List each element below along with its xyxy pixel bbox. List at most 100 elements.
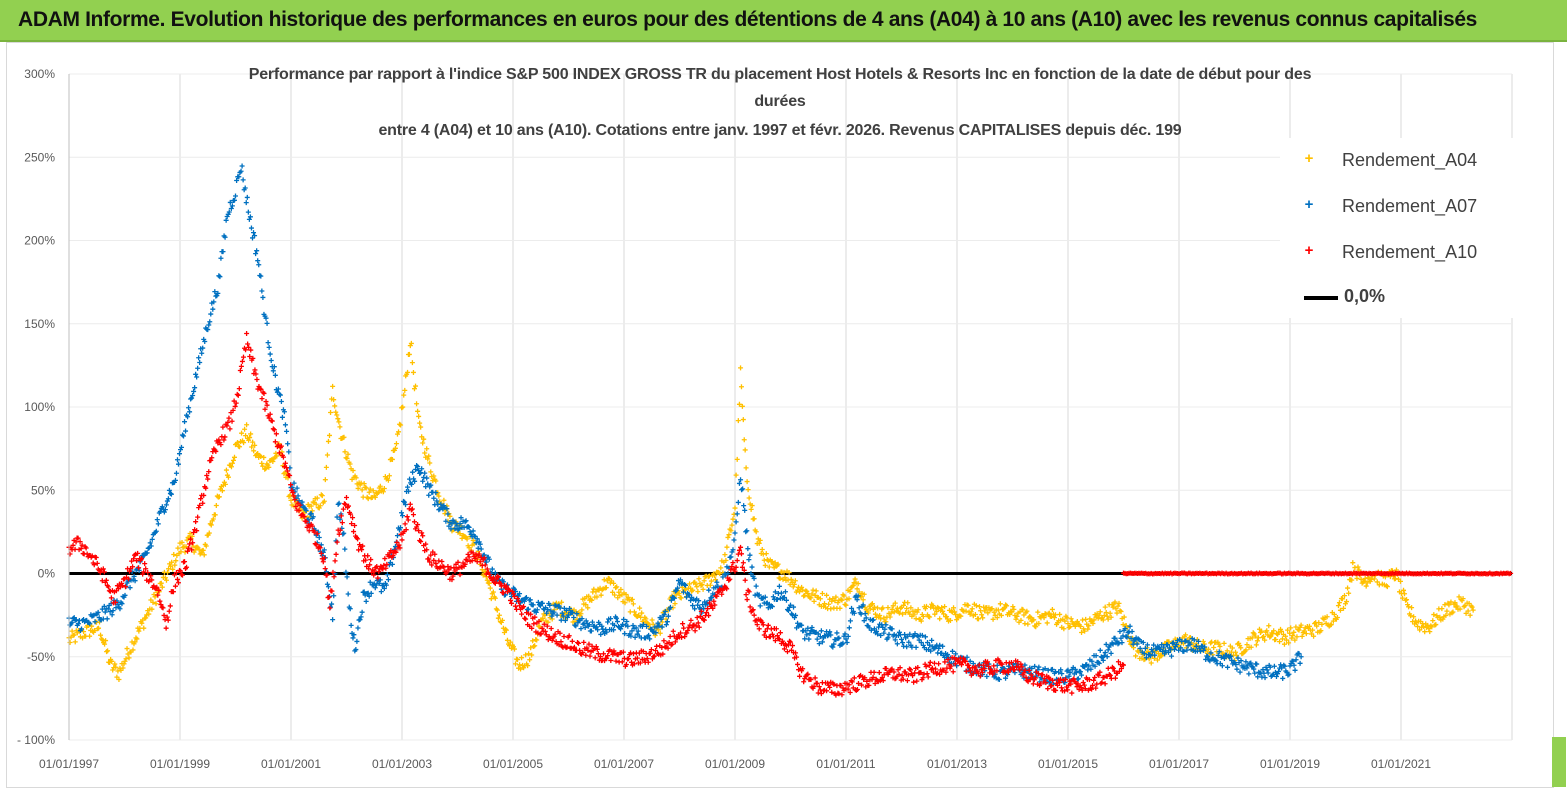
data-point-rendement-a10 — [1015, 659, 1021, 665]
data-point-rendement-a10 — [552, 631, 558, 637]
data-point-rendement-a07 — [855, 593, 861, 599]
data-point-rendement-a04 — [120, 665, 126, 671]
data-point-rendement-a07 — [1129, 629, 1135, 634]
data-point-rendement-a10 — [455, 559, 461, 565]
data-point-rendement-a10 — [1057, 676, 1063, 682]
data-point-rendement-a10 — [235, 392, 241, 398]
data-point-rendement-a07 — [1128, 635, 1134, 641]
data-point-rendement-a04 — [788, 576, 794, 582]
legend-line-zero — [1304, 296, 1338, 300]
data-point-rendement-a04 — [428, 469, 434, 475]
y-tick-label: 200% — [24, 234, 55, 248]
data-point-rendement-a07 — [945, 652, 951, 658]
data-point-rendement-a10 — [864, 678, 870, 684]
data-point-rendement-a07 — [1174, 642, 1180, 648]
data-point-rendement-a10 — [637, 660, 643, 666]
data-point-rendement-a04 — [1049, 606, 1055, 612]
data-point-rendement-a10 — [1090, 682, 1096, 688]
data-point-rendement-a10 — [795, 661, 801, 667]
data-point-rendement-a10 — [704, 610, 710, 616]
data-point-rendement-a04 — [1103, 610, 1109, 616]
data-point-rendement-a04 — [649, 617, 655, 623]
data-point-rendement-a04 — [1401, 587, 1407, 593]
data-point-rendement-a07 — [940, 643, 946, 649]
data-point-rendement-a07 — [353, 647, 359, 653]
data-point-rendement-a10 — [773, 626, 779, 632]
data-point-rendement-a10 — [234, 391, 240, 397]
data-point-rendement-a04 — [1350, 560, 1356, 566]
data-point-rendement-a07 — [1049, 666, 1055, 672]
data-point-rendement-a10 — [1079, 687, 1085, 693]
data-point-rendement-a10 — [182, 559, 188, 565]
data-point-rendement-a10 — [846, 682, 852, 688]
data-point-rendement-a10 — [849, 679, 855, 685]
data-point-rendement-a04 — [953, 612, 959, 618]
data-point-rendement-a10 — [544, 623, 550, 629]
data-point-rendement-a07 — [197, 359, 203, 365]
data-point-rendement-a07 — [389, 561, 395, 567]
data-point-rendement-a04 — [1116, 600, 1122, 606]
data-point-rendement-a07 — [316, 535, 322, 541]
data-point-rendement-a07 — [425, 481, 431, 487]
data-point-rendement-a04 — [890, 603, 896, 609]
data-point-rendement-a04 — [598, 592, 604, 598]
data-point-rendement-a04 — [1025, 621, 1031, 627]
data-point-rendement-a10 — [67, 551, 73, 557]
data-point-rendement-a04 — [71, 632, 77, 638]
data-point-rendement-a07 — [846, 625, 852, 631]
data-point-rendement-a10 — [416, 528, 422, 534]
data-point-rendement-a10 — [296, 507, 302, 513]
data-point-rendement-a04 — [1097, 609, 1103, 615]
data-point-rendement-a07 — [740, 486, 746, 492]
data-point-rendement-a04 — [839, 597, 845, 603]
data-point-rendement-a07 — [730, 547, 736, 553]
data-point-rendement-a07 — [212, 289, 218, 295]
data-point-rendement-a04 — [1360, 579, 1366, 585]
data-point-rendement-a10 — [492, 580, 498, 586]
data-point-rendement-a04 — [734, 456, 740, 462]
data-point-rendement-a10 — [613, 658, 619, 664]
data-point-rendement-a07 — [517, 591, 523, 597]
data-point-rendement-a10 — [206, 469, 212, 475]
data-point-rendement-a04 — [1291, 629, 1297, 635]
data-point-rendement-a07 — [270, 368, 276, 374]
data-point-rendement-a04 — [1271, 628, 1277, 634]
data-point-rendement-a04 — [896, 610, 902, 616]
data-point-rendement-a07 — [731, 537, 737, 543]
data-point-rendement-a07 — [260, 294, 266, 300]
data-point-rendement-a07 — [164, 498, 170, 504]
data-point-rendement-a04 — [593, 589, 599, 595]
data-point-rendement-a10 — [108, 595, 114, 601]
data-point-rendement-a07 — [661, 611, 667, 617]
data-point-rendement-a04 — [1277, 639, 1283, 645]
data-point-rendement-a10 — [355, 536, 361, 542]
data-point-rendement-a07 — [1168, 653, 1174, 659]
data-point-rendement-a04 — [643, 616, 649, 622]
data-point-rendement-a04 — [152, 594, 158, 600]
data-point-rendement-a04 — [130, 647, 136, 653]
data-point-rendement-a04 — [1077, 623, 1083, 629]
data-point-rendement-a07 — [366, 593, 372, 599]
data-point-rendement-a10 — [696, 624, 702, 630]
data-point-rendement-a04 — [332, 403, 338, 409]
data-point-rendement-a07 — [254, 248, 260, 254]
data-point-rendement-a10 — [320, 559, 326, 565]
data-point-rendement-a07 — [344, 574, 350, 580]
data-point-rendement-a04 — [389, 456, 395, 462]
data-point-rendement-a10 — [1091, 677, 1097, 683]
data-point-rendement-a07 — [743, 529, 749, 535]
data-point-rendement-a07 — [682, 582, 688, 588]
data-point-rendement-a10 — [611, 648, 617, 654]
data-point-rendement-a07 — [902, 632, 908, 638]
data-point-rendement-a07 — [1235, 655, 1241, 661]
data-point-rendement-a10 — [142, 561, 148, 567]
data-point-rendement-a04 — [1156, 650, 1162, 656]
data-point-rendement-a10 — [508, 600, 514, 606]
data-point-rendement-a10 — [161, 612, 167, 618]
data-point-rendement-a10 — [158, 602, 164, 608]
data-point-rendement-a07 — [1219, 663, 1225, 669]
data-point-rendement-a04 — [503, 627, 509, 633]
data-point-rendement-a07 — [1108, 650, 1114, 656]
data-point-rendement-a07 — [785, 608, 791, 614]
data-point-rendement-a04 — [313, 501, 319, 507]
